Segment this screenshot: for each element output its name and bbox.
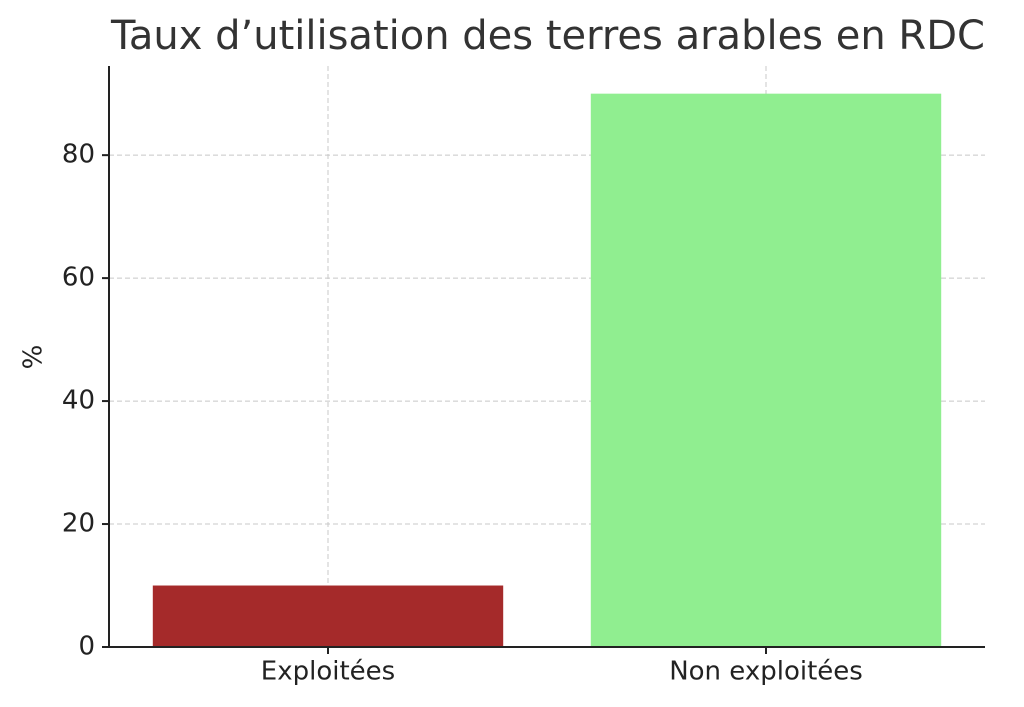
y-tick-label: 80 [62, 140, 95, 170]
x-tick-label: Non exploitées [669, 657, 863, 687]
bar [152, 585, 504, 647]
y-axis-label: % [19, 345, 49, 370]
y-tick-label: 20 [62, 509, 95, 539]
y-tick-label: 0 [78, 632, 95, 662]
chart-title: Taux d’utilisation des terres arables en… [110, 13, 985, 59]
y-tick-label: 60 [62, 263, 95, 293]
x-tick-label: Exploitées [261, 657, 395, 687]
bar [590, 93, 942, 647]
y-tick-label: 40 [62, 386, 95, 416]
